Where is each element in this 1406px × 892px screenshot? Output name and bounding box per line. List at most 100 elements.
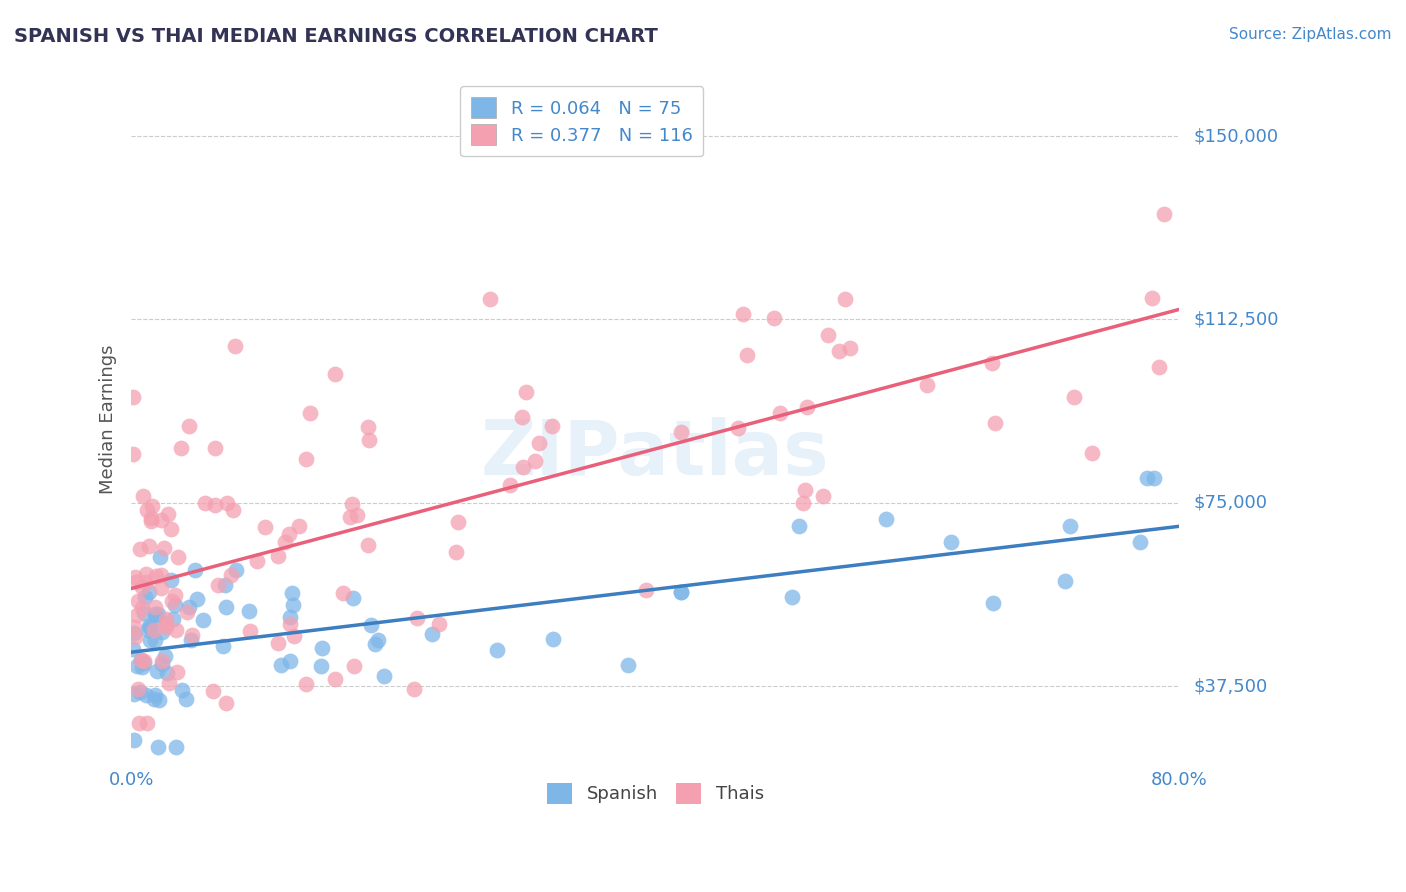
Point <box>177 418 200 433</box>
Point <box>219 568 242 582</box>
Point <box>129 653 152 667</box>
Point <box>124 630 146 644</box>
Point <box>142 692 165 706</box>
Point <box>1128 534 1150 549</box>
Point <box>150 653 173 667</box>
Point <box>122 626 145 640</box>
Point <box>165 740 187 755</box>
Point <box>131 580 153 594</box>
Point <box>239 624 262 638</box>
Point <box>792 496 814 510</box>
Point <box>160 594 183 608</box>
Point <box>129 685 152 699</box>
Point <box>143 623 166 637</box>
Point <box>174 692 197 706</box>
Point <box>121 642 143 657</box>
Point <box>1081 445 1104 459</box>
Point <box>793 483 815 498</box>
Point <box>153 648 176 663</box>
Point <box>132 657 155 671</box>
Point <box>207 578 229 592</box>
Point <box>186 592 208 607</box>
Point <box>149 513 172 527</box>
Point <box>176 605 198 619</box>
Point <box>194 496 217 510</box>
Point <box>1143 471 1166 485</box>
Text: $150,000: $150,000 <box>1194 127 1278 145</box>
Point <box>309 659 332 673</box>
Point <box>343 659 366 673</box>
Point <box>135 575 157 590</box>
Point <box>162 611 184 625</box>
Legend: Spanish, Thais: Spanish, Thais <box>536 772 775 814</box>
Point <box>981 356 1004 370</box>
Point <box>735 349 758 363</box>
Point <box>160 574 183 588</box>
Point <box>191 613 214 627</box>
Point <box>405 611 427 625</box>
Point <box>270 658 292 673</box>
Point <box>444 545 467 559</box>
Point <box>367 632 389 647</box>
Point <box>283 629 305 643</box>
Point <box>155 612 177 626</box>
Point <box>983 417 1005 431</box>
Point <box>145 633 167 648</box>
Point <box>145 664 167 678</box>
Point <box>148 607 170 621</box>
Point <box>541 419 564 434</box>
Point <box>127 681 149 696</box>
Point <box>323 672 346 686</box>
Point <box>364 637 387 651</box>
Point <box>515 385 537 400</box>
Point <box>796 400 818 414</box>
Point <box>420 627 443 641</box>
Point <box>828 343 851 358</box>
Point <box>769 406 792 420</box>
Point <box>124 687 146 701</box>
Point <box>124 569 146 583</box>
Point <box>1136 471 1159 485</box>
Point <box>148 692 170 706</box>
Point <box>156 507 179 521</box>
Point <box>254 520 277 534</box>
Point <box>132 489 155 503</box>
Point <box>149 582 172 596</box>
Point <box>817 328 839 343</box>
Point <box>170 682 193 697</box>
Text: ZIPatlas: ZIPatlas <box>481 417 830 491</box>
Point <box>215 600 238 615</box>
Point <box>163 588 186 602</box>
Point <box>155 617 177 632</box>
Point <box>145 609 167 624</box>
Point <box>138 624 160 638</box>
Point <box>402 681 425 696</box>
Point <box>727 421 749 435</box>
Point <box>127 593 149 607</box>
Point <box>215 697 238 711</box>
Point <box>617 657 640 672</box>
Point <box>202 684 225 698</box>
Point <box>787 519 810 533</box>
Point <box>180 632 202 647</box>
Point <box>138 584 160 599</box>
Point <box>499 478 522 492</box>
Point <box>541 632 564 647</box>
Point <box>146 739 169 754</box>
Point <box>838 341 860 355</box>
Point <box>139 511 162 525</box>
Point <box>238 604 260 618</box>
Point <box>132 654 155 668</box>
Point <box>524 454 547 468</box>
Point <box>427 617 450 632</box>
Point <box>214 578 236 592</box>
Point <box>125 574 148 589</box>
Text: SPANISH VS THAI MEDIAN EARNINGS CORRELATION CHART: SPANISH VS THAI MEDIAN EARNINGS CORRELAT… <box>14 27 658 45</box>
Point <box>342 497 364 511</box>
Point <box>124 620 146 634</box>
Point <box>762 311 785 326</box>
Point <box>1053 574 1076 588</box>
Point <box>156 665 179 680</box>
Point <box>527 436 550 450</box>
Point <box>834 292 856 306</box>
